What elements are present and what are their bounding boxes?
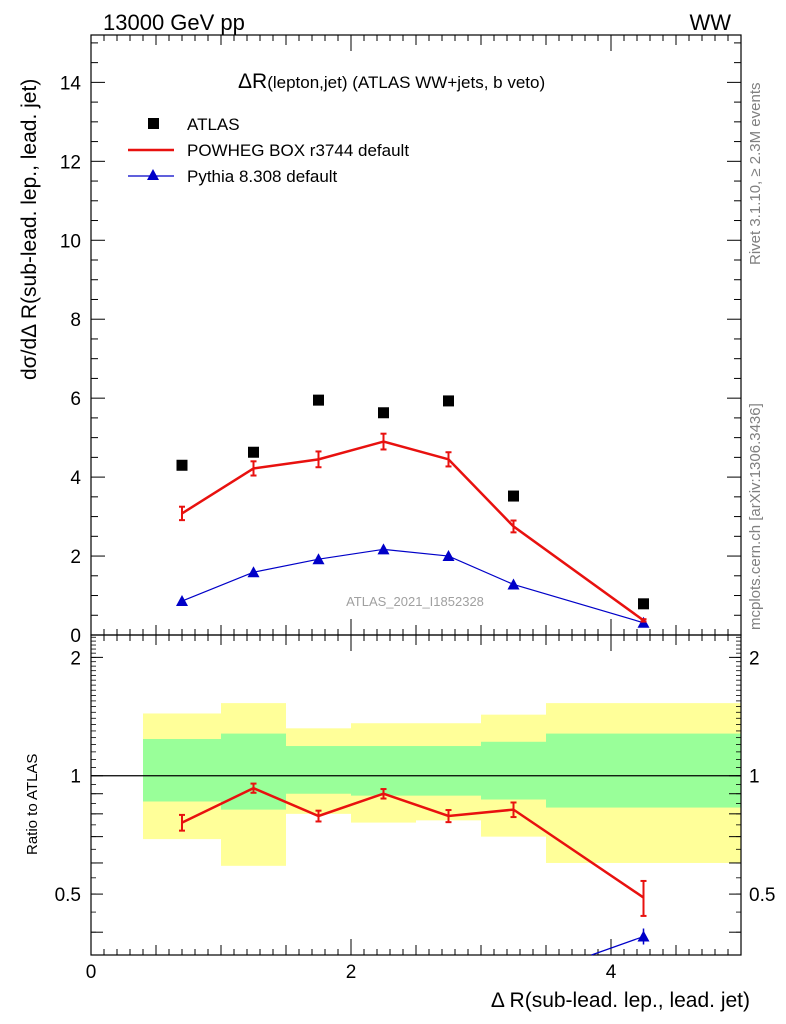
main-series	[176, 394, 650, 628]
ratio-y-axis-label: Ratio to ATLAS	[24, 754, 41, 855]
ratio-band-green	[351, 746, 416, 796]
y-tick-label: 10	[60, 231, 81, 252]
ratio-y-tick-label-right: 0.5	[749, 885, 775, 906]
legend-label-atlas: ATLAS	[187, 115, 240, 134]
legend-label-powheg: POWHEG BOX r3744 default	[187, 141, 409, 160]
y-tick-label: 14	[60, 73, 82, 94]
plot-title: ΔR(lepton,jet) (ATLAS WW+jets, b veto)	[238, 70, 545, 93]
ratio-y-tick-label-right: 2	[749, 648, 760, 669]
legend-label-pythia: Pythia 8.308 default	[187, 167, 338, 186]
ratio-band-green	[546, 733, 741, 808]
pythia-point	[247, 566, 260, 578]
pythia-point	[507, 578, 520, 590]
ratio-pythia-point	[637, 930, 650, 942]
side-label-top: Rivet 3.1.10, ≥ 2.3M events	[747, 83, 764, 266]
side-label-bottom: mcplots.cern.ch [arXiv:1306.3436]	[747, 403, 764, 630]
x-tick-label: 0	[86, 962, 97, 983]
pythia-point	[377, 543, 390, 555]
series-line-pythia	[181, 548, 644, 624]
legend-marker-pythia	[147, 169, 159, 180]
pythia-point	[176, 595, 188, 607]
y-tick-label: 6	[70, 389, 81, 410]
x-tick-label: 2	[346, 962, 357, 983]
pythia-point	[312, 553, 325, 565]
atlas-point	[508, 490, 519, 502]
pythia-point	[442, 550, 455, 562]
ratio-axes: 0 2 4 0.5 0.5 1 1 2 2	[55, 634, 775, 983]
ratio-y-tick-label-right: 1	[749, 767, 760, 788]
y-tick-label: 12	[60, 152, 81, 173]
legend-marker-atlas	[148, 118, 159, 129]
y-tick-label: 2	[70, 547, 81, 568]
ratio-band-green	[286, 746, 351, 794]
main-axes: 0 2 4 6 8 10 12 14	[60, 34, 742, 647]
y-tick-label: 8	[70, 310, 81, 331]
atlas-point	[638, 598, 649, 610]
x-axis-label: Δ R(sub-lead. lep., lead. jet)	[491, 989, 750, 1012]
atlas-point	[248, 446, 259, 458]
header-right: WW	[689, 10, 731, 35]
atlas-point	[378, 407, 389, 419]
ratio-y-tick-label: 1	[70, 767, 81, 788]
ratio-y-tick-label: 2	[70, 648, 81, 669]
atlas-point	[443, 395, 454, 407]
y-axis-label: dσ/dΔ R(sub-lead. lep., lead. jet)	[18, 79, 41, 380]
ratio-band-green	[416, 746, 481, 796]
y-tick-label: 0	[70, 626, 81, 647]
legend: ATLAS POWHEG BOX r3744 default Pythia 8.…	[128, 115, 409, 186]
x-tick-label: 4	[606, 962, 617, 983]
y-tick-label: 4	[70, 468, 81, 489]
ratio-band-green	[143, 739, 221, 802]
ratio-line-pythia	[591, 935, 644, 956]
atlas-point	[313, 394, 324, 406]
plot-title-rest: (ATLAS WW+jets, b veto)	[348, 73, 546, 92]
plot-title-main: ΔR	[238, 70, 267, 93]
atlas-point	[176, 459, 188, 471]
header-left: 13000 GeV pp	[103, 10, 245, 35]
ratio-y-tick-label: 0.5	[55, 885, 81, 906]
watermark: ATLAS_2021_I1852328	[346, 594, 484, 609]
plot-title-sub: (lepton,jet)	[267, 73, 347, 92]
ratio-series	[179, 782, 650, 956]
ratio-bands	[143, 703, 741, 866]
ratio-band-green	[481, 741, 546, 800]
